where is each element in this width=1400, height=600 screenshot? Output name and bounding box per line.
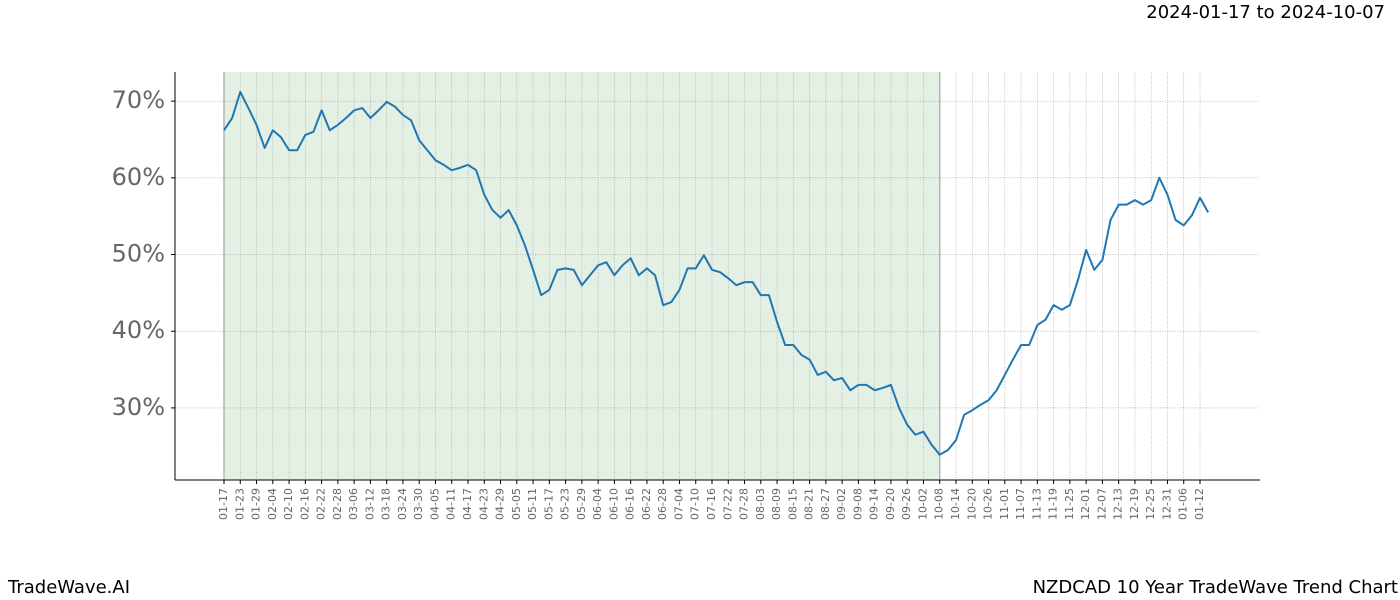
- x-tick-label: 06-10: [607, 488, 620, 520]
- x-tick-label: 07-16: [705, 488, 718, 520]
- x-tick-label: 10-08: [933, 488, 946, 520]
- x-tick-label: 06-16: [624, 488, 637, 520]
- x-tick-label: 11-13: [1030, 488, 1043, 520]
- y-tick-label: 70%: [112, 86, 165, 114]
- x-tick-label: 04-23: [477, 488, 490, 520]
- y-tick-label: 60%: [112, 163, 165, 191]
- x-tick-label: 03-12: [363, 488, 376, 520]
- plot-area: 30% 40% 50% 60% 70% 01-17 01-23 01-29 02-04 02-10…: [112, 72, 1260, 520]
- y-tick-label: 40%: [112, 316, 165, 344]
- x-tick-label: 04-05: [428, 488, 441, 520]
- x-tick-label: 04-29: [494, 488, 507, 520]
- x-tick-label: 07-10: [689, 488, 702, 520]
- x-tick-label: 01-29: [250, 488, 263, 520]
- brand: TradeWave.AI: [7, 577, 130, 598]
- x-tick-label: 08-27: [819, 488, 832, 520]
- x-tick-label: 08-15: [786, 488, 799, 520]
- x-tick-label: 06-04: [591, 488, 604, 520]
- x-tick-label: 01-23: [233, 488, 246, 520]
- x-tick-label: 10-02: [916, 488, 929, 520]
- x-tick-label: 03-30: [412, 488, 425, 520]
- x-tick-label: 09-02: [835, 488, 848, 520]
- x-tick-label: 10-14: [949, 488, 962, 520]
- x-tick-label: 05-11: [526, 488, 539, 520]
- x-tick-label: 11-19: [1047, 488, 1060, 520]
- x-tick-label: 03-24: [396, 488, 409, 520]
- x-tick-label: 01-06: [1177, 488, 1190, 520]
- x-tick-label: 04-11: [445, 488, 458, 520]
- x-tick-label: 11-01: [998, 488, 1011, 520]
- x-tick-label: 01-17: [217, 488, 230, 520]
- x-tick-label: 09-26: [900, 488, 913, 520]
- x-tick-label: 07-22: [721, 488, 734, 520]
- x-tick-label: 12-19: [1128, 488, 1141, 520]
- x-tick-label: 08-21: [803, 488, 816, 520]
- x-tick-label: 02-10: [282, 488, 295, 520]
- x-tick-label: 12-25: [1144, 488, 1157, 520]
- x-tick-label: 12-31: [1160, 488, 1173, 520]
- x-tick-label: 11-25: [1063, 488, 1076, 520]
- x-tick-label: 09-20: [884, 488, 897, 520]
- y-tick-label: 30%: [112, 393, 165, 421]
- x-tick-label: 09-14: [868, 488, 881, 520]
- x-tick-label: 10-26: [982, 488, 995, 520]
- x-tick-label: 10-20: [965, 488, 978, 520]
- x-tick-label: 12-07: [1095, 488, 1108, 520]
- x-tick-label: 03-06: [347, 488, 360, 520]
- series-line: [223, 90, 1210, 456]
- shaded-span: [224, 72, 940, 480]
- x-tick-label: 05-23: [559, 488, 572, 520]
- x-tick-label: 02-22: [315, 488, 328, 520]
- x-tick-label: 04-17: [461, 488, 474, 520]
- x-tick-label: 12-13: [1112, 488, 1125, 520]
- x-tick-label: 08-09: [770, 488, 783, 520]
- x-tick-label: 05-05: [510, 488, 523, 520]
- x-tick-label: 02-04: [266, 488, 279, 520]
- x-tick-label: 06-28: [656, 488, 669, 520]
- x-tick-label: 06-22: [640, 488, 653, 520]
- date-range: 2024-01-17 to 2024-10-07: [1146, 2, 1385, 23]
- x-tick-label: 09-08: [851, 488, 864, 520]
- chart-title: NZDCAD 10 Year TradeWave Trend Chart: [1033, 577, 1398, 598]
- x-tick-label: 11-07: [1014, 488, 1027, 520]
- x-tick-label: 08-03: [754, 488, 767, 520]
- x-tick-label: 05-17: [542, 488, 555, 520]
- x-tick-label: 07-04: [672, 488, 685, 520]
- x-tick-label: 05-29: [575, 488, 588, 520]
- x-tick-label: 07-28: [738, 488, 751, 520]
- x-tick-label: 03-18: [380, 488, 393, 520]
- y-tick-label: 50%: [112, 240, 165, 268]
- x-tick-label: 01-12: [1193, 488, 1206, 520]
- x-tick-label: 12-01: [1079, 488, 1092, 520]
- x-tick-label: 02-28: [331, 488, 344, 520]
- x-tick-label: 02-16: [298, 488, 311, 520]
